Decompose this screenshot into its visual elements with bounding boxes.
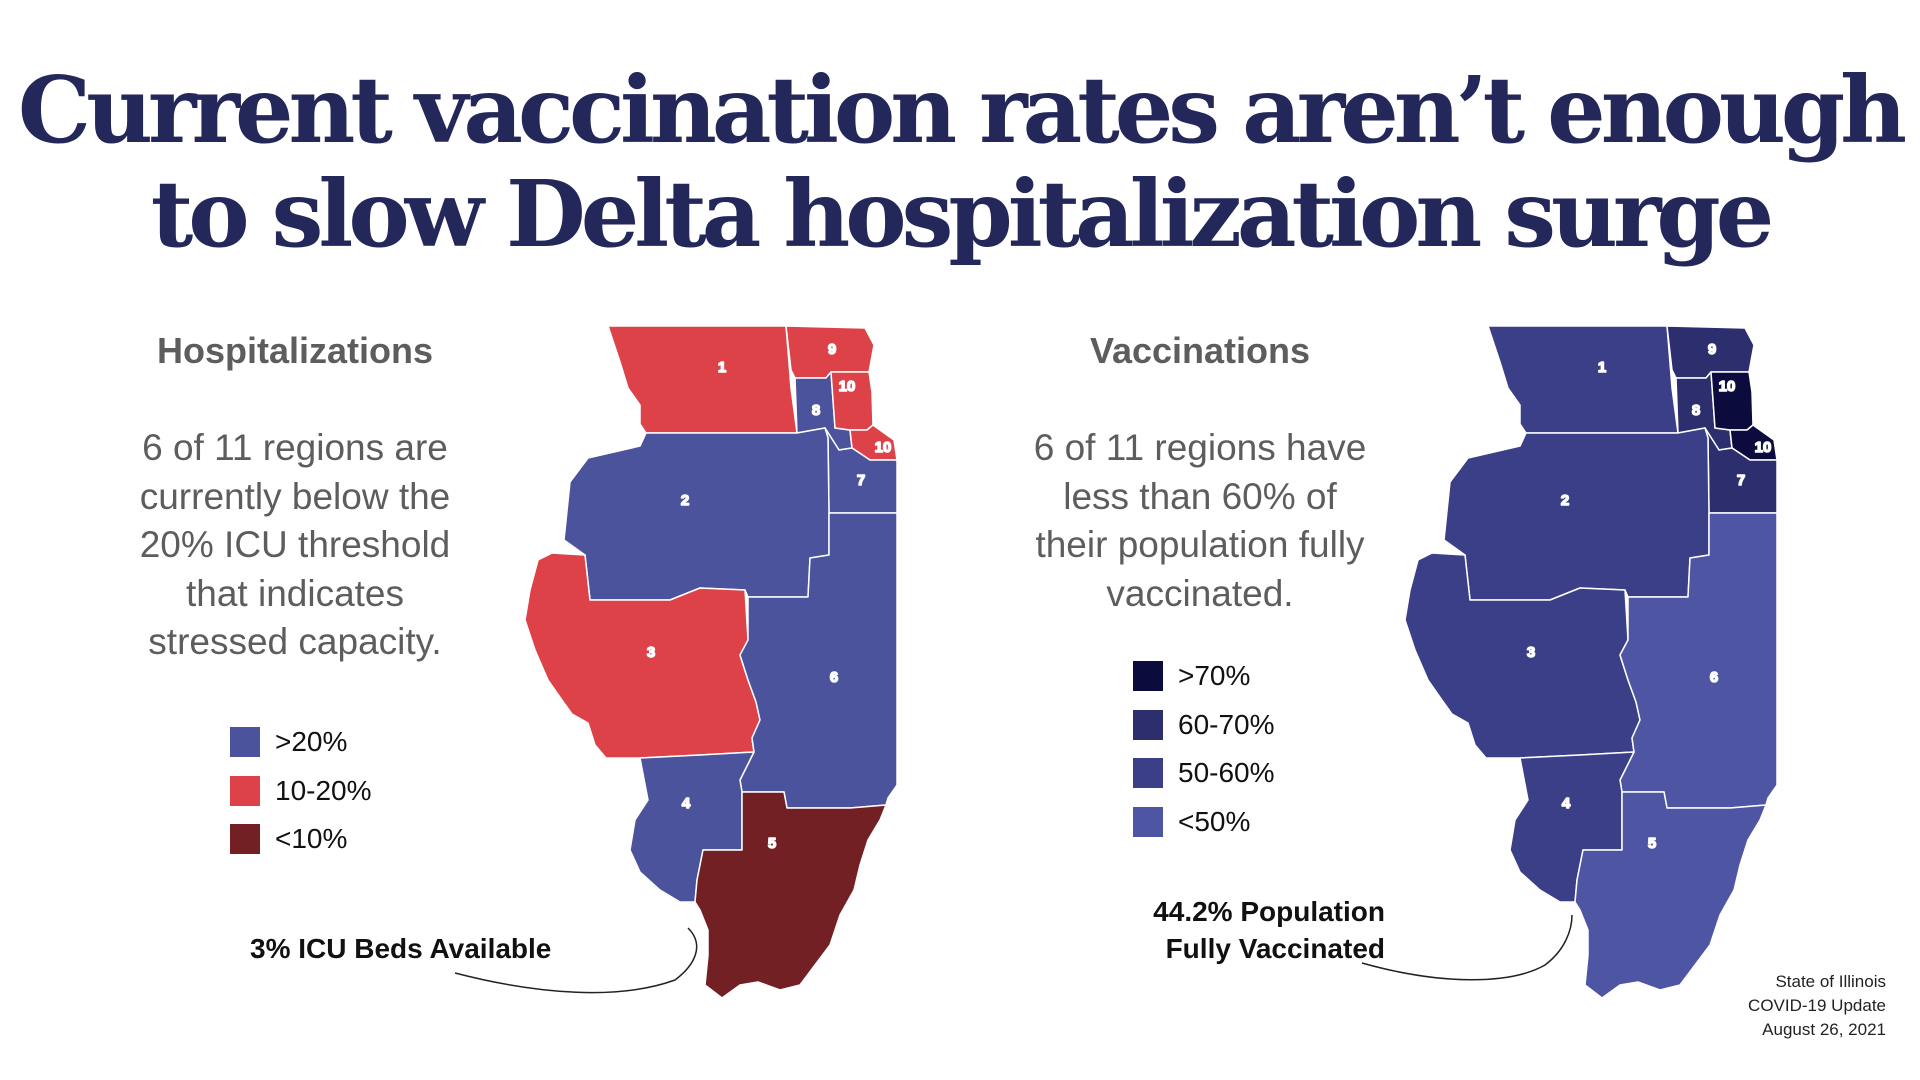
region-label-1: 1 — [718, 359, 726, 376]
hospitalizations-blurb-line: 20% ICU threshold — [139, 524, 451, 565]
legend-label: >70% — [1178, 660, 1251, 692]
region-label-2: 2 — [681, 492, 689, 509]
legend-swatch-mid — [230, 775, 260, 806]
legend-label: 60-70% — [1178, 708, 1275, 740]
vaccinations-blurb: 6 of 11 regions have less than 60% of th… — [990, 424, 1410, 618]
region-2 — [1443, 427, 1710, 601]
vaccinations-blurb-line: their population fully — [1035, 524, 1365, 565]
legend-label: <50% — [1178, 805, 1251, 837]
legend-item: <10% — [230, 815, 372, 864]
headline-line-2: to slow Delta hospitalization surge — [150, 160, 1775, 268]
region-label-10: 10 — [1755, 439, 1772, 456]
region-label-4: 4 — [682, 795, 691, 812]
legend-item: >70% — [1133, 652, 1275, 701]
source-note: State of Illinois COVID-19 Update August… — [1748, 970, 1886, 1042]
region-label-6: 6 — [830, 669, 838, 686]
hospitalizations-title: Hospitalizations — [156, 330, 434, 371]
legend-swatch-50-60 — [1133, 758, 1163, 789]
legend-swatch-under-50 — [1133, 806, 1163, 837]
hospitalizations-blurb-line: currently below the — [139, 475, 451, 517]
legend-item: 60-70% — [1133, 701, 1275, 750]
region-label-3: 3 — [1527, 644, 1535, 661]
headline-line-1: Current vaccination rates aren’t enough — [17, 56, 1907, 164]
legend-item: 10-20% — [230, 767, 372, 816]
region-5 — [694, 791, 887, 999]
legend-label: 50-60% — [1178, 757, 1275, 789]
region-label-8: 8 — [1692, 402, 1700, 419]
headline: Current vaccination rates aren’t enough … — [0, 58, 1920, 266]
hospitalizations-blurb-line: stressed capacity. — [148, 621, 442, 662]
legend-item: >20% — [230, 718, 372, 767]
legend-label: >20% — [275, 726, 348, 758]
region-2 — [563, 427, 830, 601]
region-label-10: 10 — [839, 378, 856, 395]
region-label-4: 4 — [1562, 795, 1571, 812]
hospitalizations-map: 1 2 3 4 5 6 7 8 9 10 10 — [524, 325, 898, 999]
legend-swatch-high — [230, 727, 260, 758]
hospitalizations-callout: 3% ICU Beds Available — [250, 933, 552, 964]
legend-item: 50-60% — [1133, 749, 1275, 798]
region-label-7: 7 — [1737, 472, 1745, 489]
region-5 — [1574, 791, 1767, 999]
legend-item: <50% — [1133, 798, 1275, 847]
legend-label: 10-20% — [275, 774, 372, 806]
region-label-10: 10 — [1719, 378, 1736, 395]
region-label-7: 7 — [857, 472, 865, 489]
hospitalizations-blurb-line: 6 of 11 regions are — [142, 427, 448, 468]
vaccinations-callout-line — [1361, 914, 1573, 981]
region-label-3: 3 — [647, 644, 655, 661]
vaccinations-callout-line: 44.2% Population — [1153, 896, 1385, 927]
region-label-5: 5 — [768, 835, 776, 852]
vaccinations-callout: 44.2% Population Fully Vaccinated — [1080, 893, 1385, 967]
vaccinations-blurb-line: 6 of 11 regions have — [1033, 427, 1367, 468]
region-label-5: 5 — [1648, 835, 1656, 852]
region-label-6: 6 — [1710, 669, 1718, 686]
vaccinations-title: Vaccinations — [1089, 330, 1311, 371]
legend-swatch-low — [230, 824, 260, 855]
region-label-1: 1 — [1598, 359, 1606, 376]
legend-swatch-over-70 — [1133, 661, 1163, 692]
hospitalizations-legend: >20% 10-20% <10% — [230, 718, 372, 864]
vaccinations-callout-line: Fully Vaccinated — [1165, 933, 1385, 964]
legend-swatch-60-70 — [1133, 709, 1163, 740]
legend-label: <10% — [275, 823, 348, 855]
region-1 — [607, 325, 798, 434]
vaccinations-blurb-line: vaccinated. — [1106, 572, 1294, 614]
vaccinations-legend: >70% 60-70% 50-60% <50% — [1133, 652, 1275, 846]
source-line: State of Illinois — [1775, 972, 1886, 991]
hospitalizations-blurb: 6 of 11 regions are currently below the … — [85, 424, 505, 667]
source-line: COVID-19 Update — [1748, 996, 1886, 1015]
region-label-10: 10 — [875, 439, 892, 456]
vaccinations-map: 1 2 3 4 5 6 7 8 9 10 10 — [1404, 325, 1778, 999]
region-label-9: 9 — [1708, 341, 1716, 358]
source-line: August 26, 2021 — [1762, 1020, 1886, 1039]
region-label-8: 8 — [812, 402, 820, 419]
region-1 — [1487, 325, 1679, 434]
vaccinations-blurb-line: less than 60% of — [1063, 475, 1337, 517]
hospitalizations-blurb-line: that indicates — [185, 572, 405, 614]
hospitalizations-callout-line — [454, 927, 698, 994]
region-label-2: 2 — [1561, 492, 1569, 509]
region-label-9: 9 — [828, 341, 836, 358]
